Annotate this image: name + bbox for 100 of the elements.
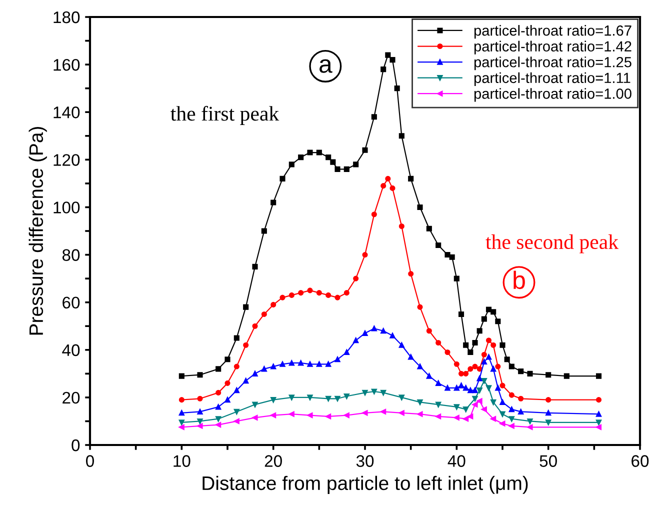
point	[178, 373, 184, 379]
point	[178, 420, 184, 426]
point	[224, 356, 230, 362]
point	[500, 399, 506, 405]
point	[380, 66, 386, 72]
point	[385, 52, 391, 58]
point	[344, 393, 350, 400]
point	[436, 380, 442, 386]
point	[316, 150, 322, 156]
point	[298, 154, 304, 160]
point	[216, 366, 222, 372]
point	[307, 288, 313, 294]
point	[261, 228, 267, 234]
y-tick-label: 40	[62, 344, 80, 356]
x-tick-label: 30	[356, 455, 374, 467]
point	[564, 373, 570, 379]
point	[481, 352, 487, 358]
point	[261, 311, 267, 317]
point	[197, 408, 203, 414]
point	[326, 154, 332, 160]
point	[463, 342, 469, 348]
x-tick-label: 20	[264, 455, 282, 467]
point	[280, 294, 286, 300]
point	[298, 290, 304, 296]
point	[417, 304, 423, 310]
point	[490, 309, 496, 315]
point	[330, 159, 336, 165]
point	[398, 223, 404, 230]
legend-label: particel-throat ratio=1.25	[474, 56, 632, 70]
point	[463, 416, 469, 422]
point	[472, 340, 478, 346]
point	[417, 204, 423, 210]
point	[280, 176, 286, 182]
point	[417, 364, 423, 370]
x-tick-label: 0	[86, 455, 94, 467]
point	[234, 335, 240, 341]
point	[398, 342, 404, 348]
point	[486, 306, 492, 312]
point	[444, 252, 450, 258]
point	[334, 166, 340, 172]
point	[449, 254, 455, 260]
point	[481, 378, 487, 384]
point	[390, 57, 396, 63]
y-tick-label: 160	[54, 58, 80, 71]
y-tick-label: 140	[54, 106, 80, 118]
point	[508, 416, 514, 422]
point	[380, 408, 386, 414]
point	[380, 183, 386, 189]
point	[398, 410, 404, 416]
point	[463, 370, 469, 376]
point	[426, 328, 432, 334]
y-tick-label: 100	[54, 202, 80, 214]
point	[463, 406, 469, 412]
point	[353, 162, 359, 168]
point	[243, 342, 249, 348]
point	[481, 406, 487, 412]
point	[527, 424, 533, 430]
x-axis-title: Distance from particle to left inlet (μm)	[202, 476, 528, 494]
legend-label: particel-throat ratio=1.42	[474, 40, 632, 54]
point	[362, 252, 368, 258]
point	[508, 392, 514, 398]
point	[252, 370, 258, 376]
point	[476, 366, 482, 372]
point	[495, 364, 501, 370]
point	[362, 147, 368, 153]
point	[504, 356, 510, 362]
y-tick-label: 60	[62, 296, 80, 309]
point	[326, 292, 332, 298]
point	[444, 349, 450, 356]
point	[307, 150, 313, 156]
x-tick-label: 40	[448, 455, 466, 467]
point	[197, 372, 203, 378]
point	[197, 423, 203, 429]
y-axis-title: Pressure difference (Pa)	[28, 127, 47, 335]
point	[472, 364, 478, 370]
point	[307, 412, 313, 418]
point	[546, 397, 552, 403]
point	[252, 264, 258, 270]
point	[408, 176, 414, 182]
y-tick-label: 180	[54, 11, 80, 24]
point	[252, 414, 258, 420]
point	[417, 411, 423, 417]
y-tick-label: 20	[62, 392, 80, 404]
annotation: b	[514, 270, 525, 290]
point	[270, 397, 276, 403]
point	[476, 388, 482, 394]
point	[454, 361, 460, 367]
point	[178, 424, 184, 430]
point	[178, 397, 184, 403]
point	[224, 380, 230, 386]
point	[476, 398, 482, 404]
point	[490, 342, 496, 348]
point	[326, 361, 332, 367]
point	[481, 316, 487, 322]
point	[216, 390, 222, 396]
point	[353, 276, 359, 282]
legend-label: particel-throat ratio=1.00	[474, 88, 632, 102]
point	[476, 328, 482, 334]
point	[394, 86, 400, 92]
point	[500, 382, 506, 388]
